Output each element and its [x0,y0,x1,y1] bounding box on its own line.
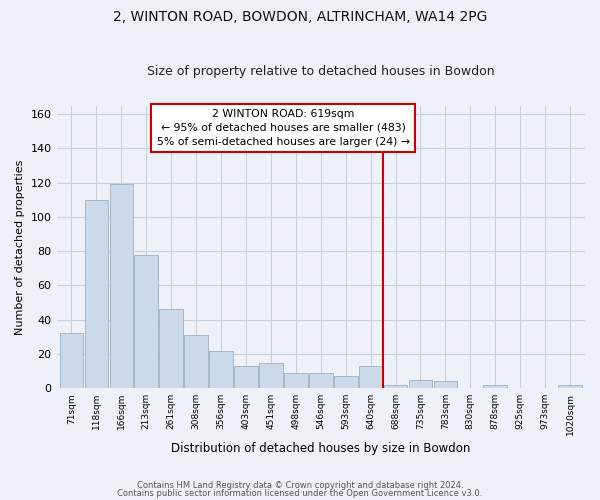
Bar [434,382,457,388]
Text: Contains public sector information licensed under the Open Government Licence v3: Contains public sector information licen… [118,488,482,498]
Bar [110,184,133,388]
Text: Contains HM Land Registry data © Crown copyright and database right 2024.: Contains HM Land Registry data © Crown c… [137,481,463,490]
Bar [409,380,433,388]
Bar [160,310,183,388]
Bar [384,385,407,388]
X-axis label: Distribution of detached houses by size in Bowdon: Distribution of detached houses by size … [171,442,470,455]
Bar [334,376,358,388]
Bar [184,335,208,388]
Bar [85,200,108,388]
Bar [484,385,507,388]
Y-axis label: Number of detached properties: Number of detached properties [15,159,25,334]
Bar [234,366,258,388]
Bar [359,366,382,388]
Bar [134,254,158,388]
Bar [284,373,308,388]
Text: 2 WINTON ROAD: 619sqm
← 95% of detached houses are smaller (483)
5% of semi-deta: 2 WINTON ROAD: 619sqm ← 95% of detached … [157,109,410,147]
Text: 2, WINTON ROAD, BOWDON, ALTRINCHAM, WA14 2PG: 2, WINTON ROAD, BOWDON, ALTRINCHAM, WA14… [113,10,487,24]
Bar [558,385,582,388]
Bar [59,334,83,388]
Bar [309,373,332,388]
Title: Size of property relative to detached houses in Bowdon: Size of property relative to detached ho… [147,65,494,78]
Bar [209,350,233,388]
Bar [259,362,283,388]
